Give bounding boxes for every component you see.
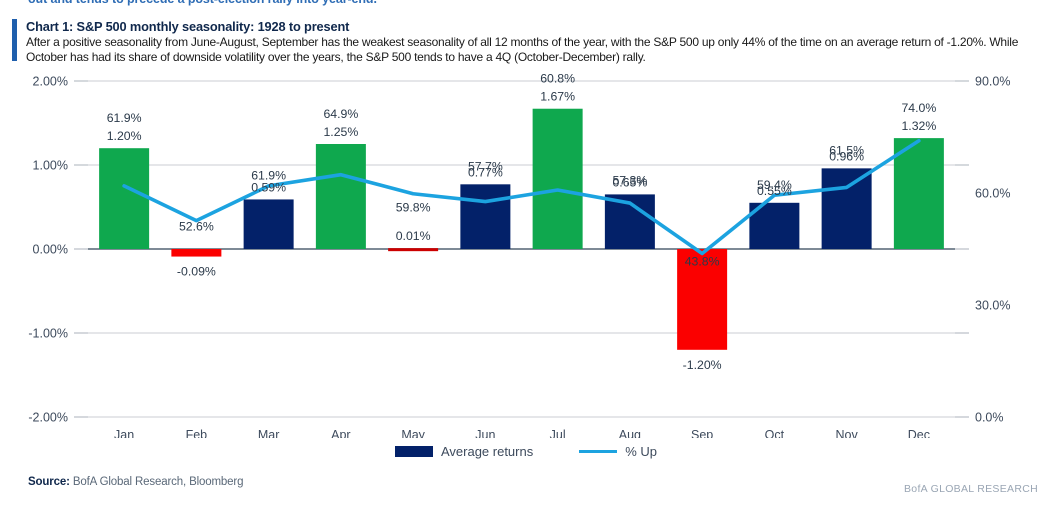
- legend-label-average-returns: Average returns: [440, 444, 534, 459]
- bar-dec: [893, 138, 944, 249]
- percent-up-value-label: 61.5%: [829, 143, 864, 157]
- chart-plot-area: 2.00% 1.00% 0.00% -1.00% -2.00% 90.0% 60.0% 30.…: [0, 68, 1052, 438]
- legend-line-swatch-icon: [579, 450, 618, 453]
- x-axis-label-may: May: [401, 428, 425, 438]
- left-axis-tick-label: 1.00%: [33, 159, 68, 173]
- bar-value-label: 0.55%: [757, 184, 792, 198]
- page-title: Chart 1: S&P 500 monthly seasonality: 19…: [26, 19, 350, 34]
- x-axis-label-jun: Jun: [475, 428, 495, 438]
- right-axis-tick-label: 30.0%: [975, 299, 1010, 313]
- bar-value-label: 1.25%: [323, 125, 358, 139]
- legend-label-percent-up: % Up: [625, 444, 658, 459]
- percent-up-value-label: 61.9%: [251, 168, 286, 182]
- seasonality-chart: 2.00% 1.00% 0.00% -1.00% -2.00% 90.0% 60.0% 30.…: [28, 72, 1010, 438]
- bar-value-label: 0.01%: [396, 229, 431, 243]
- chart-subtitle: After a positive seasonality from June-A…: [26, 35, 1019, 64]
- source-label: Source:: [28, 476, 70, 488]
- x-axis-label-apr: Apr: [331, 428, 350, 438]
- x-axis-label-nov: Nov: [836, 428, 859, 438]
- percent-up-value-label: 52.6%: [179, 220, 214, 234]
- left-axis-tick-label: 0.00%: [33, 243, 68, 257]
- right-axis-tick-label: 60.0%: [975, 187, 1010, 201]
- bar-value-label: 0.96%: [829, 149, 864, 163]
- x-axis-label-dec: Dec: [908, 428, 930, 438]
- bar-jun: [460, 184, 511, 249]
- percent-up-value-label: 60.8%: [540, 72, 575, 86]
- bar-apr: [315, 144, 366, 249]
- percent-up-value-label: 59.4%: [757, 178, 792, 192]
- bar-value-label: 0.77%: [468, 165, 503, 179]
- legend-bar-swatch-icon: [394, 446, 433, 457]
- clipped-top-line: out and tends to precede a post-election…: [28, 0, 377, 6]
- percent-up-value-label: 57.3%: [612, 173, 647, 187]
- chart-legend: Average returns % Up: [0, 444, 1052, 459]
- bar-jul: [532, 108, 583, 249]
- header-accent-bar: [12, 19, 17, 61]
- brand-watermark: BofA GLOBAL RESEARCH: [904, 483, 1038, 495]
- percent-up-value-label: 57.7%: [468, 159, 503, 173]
- percent-up-value-label: 74.0%: [901, 101, 936, 115]
- bar-feb: [171, 249, 222, 257]
- bar-value-label: 1.32%: [901, 119, 936, 133]
- legend-item-percent-up: % Up: [579, 444, 657, 459]
- bar-jan: [99, 148, 150, 249]
- right-axis-tick-label: 90.0%: [975, 75, 1010, 89]
- percent-up-line: [122, 138, 921, 256]
- source-text: BofA Global Research, Bloomberg: [69, 476, 244, 488]
- left-axis-tick-label: -1.00%: [28, 327, 68, 341]
- bar-value-label: -1.20%: [683, 358, 722, 372]
- legend-item-average-returns: Average returns: [394, 444, 534, 459]
- chart-header: Chart 1: S&P 500 monthly seasonality: 19…: [12, 19, 1042, 64]
- x-axis-label-mar: Mar: [258, 428, 280, 438]
- x-axis-label-jan: Jan: [114, 428, 134, 438]
- bar-value-label: 1.67%: [540, 90, 575, 104]
- x-axis-label-sep: Sep: [691, 428, 713, 438]
- right-axis-tick-label: 0.0%: [975, 411, 1004, 425]
- bar-may: [388, 248, 439, 252]
- x-axis-label-jul: Jul: [550, 428, 566, 438]
- bar-value-label: 0.65%: [612, 175, 647, 189]
- bar-value-label: 1.20%: [107, 129, 142, 143]
- bar-value-label: -0.09%: [177, 265, 216, 279]
- percent-up-value-label: 61.9%: [107, 111, 142, 125]
- bar-mar: [243, 199, 294, 249]
- bar-nov: [821, 168, 872, 249]
- left-axis-tick-label: 2.00%: [33, 75, 68, 89]
- percent-up-value-label: 43.8%: [685, 254, 720, 268]
- source-note: Source: BofA Global Research, Bloomberg: [28, 476, 243, 488]
- bar-sep: [677, 249, 728, 350]
- percent-up-value-label: 64.9%: [323, 107, 358, 121]
- x-axis-label-aug: Aug: [619, 428, 641, 438]
- bar-value-label: 0.59%: [251, 180, 286, 194]
- percent-up-value-label: 59.8%: [396, 201, 431, 215]
- x-axis-label-feb: Feb: [186, 428, 208, 438]
- x-axis-label-oct: Oct: [765, 428, 785, 438]
- left-axis-tick-label: -2.00%: [28, 411, 68, 425]
